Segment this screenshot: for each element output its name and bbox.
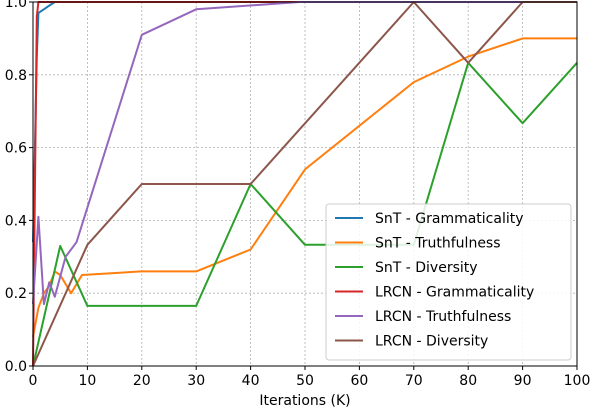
legend-label-1: SnT - Truthfulness bbox=[375, 236, 501, 252]
legend-label-4: LRCN - Truthfulness bbox=[375, 309, 511, 325]
legend-label-3: LRCN - Grammaticality bbox=[375, 285, 534, 301]
y-tick-label: 0.2 bbox=[5, 286, 27, 302]
legend-box bbox=[325, 203, 572, 361]
x-tick-label: 80 bbox=[459, 373, 477, 389]
x-tick-label: 100 bbox=[564, 373, 591, 389]
x-tick-label: 20 bbox=[133, 373, 151, 389]
x-tick-label: 70 bbox=[405, 373, 423, 389]
y-tick-label: 1.0 bbox=[5, 0, 27, 11]
axis-ticks: 0 10 20 30 40 50 60 70 80 90 100 0.0 0.2 0.4 0.6 0.8 1.0 bbox=[5, 0, 591, 389]
y-tick-label: 0.8 bbox=[5, 68, 27, 84]
series-lines bbox=[32, 1, 578, 367]
y-tick-label: 0.4 bbox=[5, 213, 27, 229]
x-tick-label: 60 bbox=[350, 373, 368, 389]
x-tick-label: 40 bbox=[242, 373, 260, 389]
x-axis-title: Iterations (K) bbox=[259, 393, 350, 409]
x-tick-label: 30 bbox=[187, 373, 205, 389]
legend: SnT - Grammaticality SnT - Truthfulness Sn… bbox=[325, 203, 572, 361]
series-line-4 bbox=[32, 1, 577, 306]
legend-label-5: LRCN - Diversity bbox=[375, 334, 488, 350]
legend-label-0: SnT - Grammaticality bbox=[375, 211, 524, 227]
x-tick-label: 0 bbox=[29, 373, 38, 389]
x-tick-label: 50 bbox=[296, 373, 314, 389]
y-tick-label: 0.6 bbox=[5, 141, 27, 157]
series-line-5 bbox=[32, 1, 577, 367]
y-tick-label: 0.0 bbox=[5, 359, 27, 375]
x-tick-label: 10 bbox=[78, 373, 96, 389]
legend-label-2: SnT - Diversity bbox=[375, 260, 478, 276]
x-tick-label: 90 bbox=[514, 373, 532, 389]
